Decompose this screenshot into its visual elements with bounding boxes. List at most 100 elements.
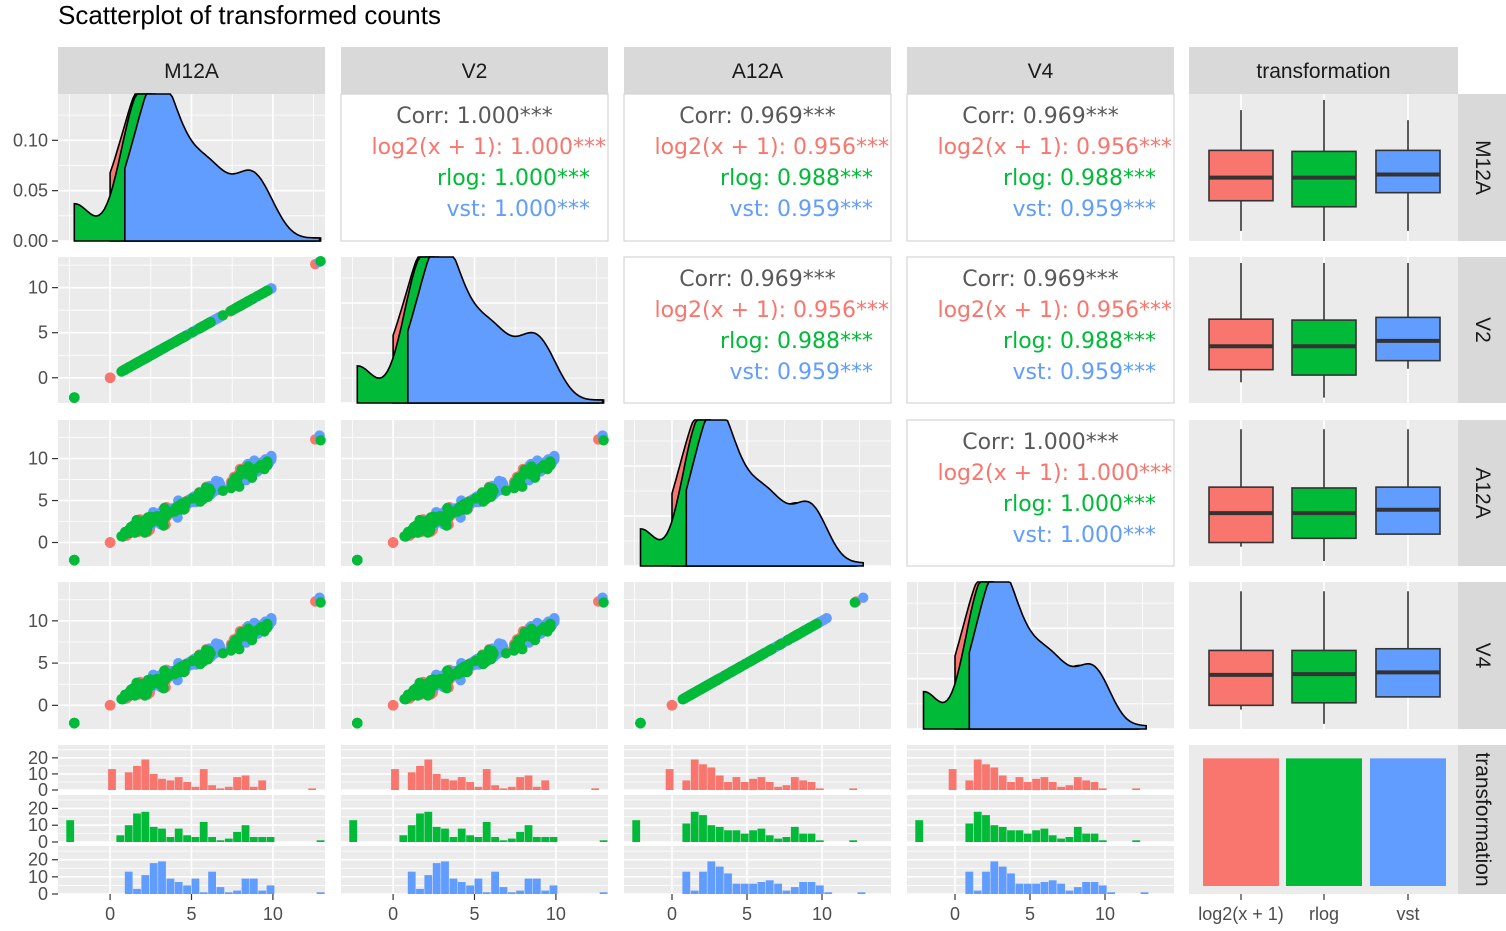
point-rlog [513, 635, 524, 646]
corr-overall: Corr: 0.969*** [962, 104, 1119, 129]
corr-vst: vst: 1.000*** [1013, 523, 1157, 548]
hist-bar-rlog [316, 840, 325, 842]
hist-bar-rlog [815, 840, 824, 842]
x-tick-label: 10 [1095, 904, 1115, 924]
point-rlog [178, 331, 190, 343]
strip-row-v4: V4 [1458, 582, 1506, 729]
hist-bar-log2 [432, 773, 441, 790]
hist-bar-vst [199, 892, 208, 894]
hist-bar-vst [732, 883, 741, 894]
hist-bar-vst [216, 887, 225, 894]
hist-bar-rlog [208, 837, 216, 842]
hist-bar-vst [258, 890, 267, 894]
y-tick-label: 10 [28, 449, 48, 469]
point-rlog [598, 597, 609, 608]
hist-bar-rlog [982, 815, 990, 842]
hist-bar-rlog [682, 823, 691, 842]
corr-overall: Corr: 0.969*** [679, 104, 836, 129]
hist-bar-log2 [699, 764, 707, 790]
strip-row-bg [1458, 420, 1506, 566]
hist-bar-log2 [166, 780, 175, 790]
point-rlog [230, 303, 241, 314]
hist-bar-rlog [216, 840, 225, 842]
histogram-panel-v4 [907, 745, 1174, 895]
point-rlog [500, 648, 512, 659]
hist-bar-vst [1065, 890, 1074, 894]
hist-bar-rlog [233, 831, 241, 842]
hist-bar-vst [241, 878, 250, 894]
point-log2 [387, 700, 399, 711]
strip-col-bg [907, 47, 1174, 94]
hist-bar-rlog [1065, 837, 1074, 842]
hist-bar-vst [1015, 883, 1024, 894]
hist-bar-log2 [541, 780, 550, 790]
strip-row-bg [1458, 94, 1506, 241]
point-rlog [243, 296, 254, 307]
hist-bar-log2 [740, 782, 749, 790]
hist-bar-rlog [174, 828, 183, 842]
box-log2 [1208, 149, 1274, 202]
hist-bar-rlog [1073, 826, 1082, 842]
hist-bar-log2 [948, 769, 957, 790]
y-tick-label: 0 [38, 695, 48, 715]
point-rlog [252, 462, 263, 474]
hist-bar-log2 [241, 775, 250, 790]
hist-bar-vst [549, 885, 558, 894]
bar-log2 [1203, 758, 1279, 886]
corr-overall: Corr: 1.000*** [962, 430, 1119, 455]
hist-bar-rlog [457, 828, 466, 842]
point-rlog [118, 693, 129, 704]
hist-bar-log2 [998, 775, 1007, 790]
hist-bar-rlog [549, 837, 558, 842]
point-rlog [225, 645, 237, 656]
corr-panel-v4-m12a: Corr: 0.969*** log2(x + 1): 0.956*** rlog:… [906, 93, 1175, 242]
scatter-v2-v4 [352, 592, 609, 729]
box-rlog [1291, 649, 1357, 704]
bar-panel-transformation [1189, 745, 1458, 894]
corr-panel-v2-m12a: Corr: 1.000*** log2(x + 1): 1.000*** rlog:… [340, 93, 609, 242]
hist-bar-log2 [1023, 782, 1032, 790]
hist-bar-vst [699, 871, 707, 894]
hist-bar-log2 [1040, 777, 1049, 790]
point-rlog [187, 493, 198, 504]
point-rlog [416, 682, 427, 693]
histogram-panel-v2 [341, 745, 608, 895]
strip-row-label: transformation [1471, 752, 1494, 886]
hist-bar-log2 [765, 782, 774, 790]
hist-bar-rlog [1048, 835, 1057, 842]
hist-bar-rlog [183, 835, 191, 842]
hist-bar-log2 [757, 777, 766, 790]
point-rlog [118, 530, 129, 541]
hist-bar-rlog [724, 830, 732, 843]
strip-row-a12a: A12A [1458, 420, 1506, 566]
point-rlog [513, 472, 524, 483]
panel-bg [58, 257, 325, 403]
hist-bar-vst [1032, 883, 1040, 894]
hist-bar-rlog [965, 823, 974, 842]
hist-bar-vst [482, 892, 491, 894]
hist-bar-vst [174, 882, 183, 894]
point-rlog [429, 674, 441, 686]
point-rlog [687, 688, 698, 699]
hist-bar-rlog [1098, 840, 1107, 842]
corr-rlog: rlog: 1.000*** [437, 166, 590, 191]
hist-bar-vst [682, 871, 691, 894]
hist-bar-rlog [632, 820, 641, 842]
hist-bar-vst [749, 883, 757, 894]
hist-bar-rlog [749, 830, 757, 843]
point-rlog [477, 488, 488, 499]
hist-bar-vst [166, 878, 175, 894]
point-rlog [158, 520, 169, 531]
strip-col-v4: V4 [907, 47, 1174, 94]
hist-bar-log2 [466, 782, 474, 790]
hist-bar-log2 [665, 769, 674, 790]
hist-bar-log2 [782, 785, 791, 790]
hist-bar-rlog [732, 830, 741, 843]
hist-bar-log2 [149, 773, 158, 790]
hist-bar-rlog [116, 835, 125, 842]
point-log2 [104, 537, 116, 548]
point-rlog [441, 520, 452, 531]
point-rlog [352, 717, 363, 729]
point-rlog [416, 519, 427, 530]
point-rlog [470, 493, 481, 504]
